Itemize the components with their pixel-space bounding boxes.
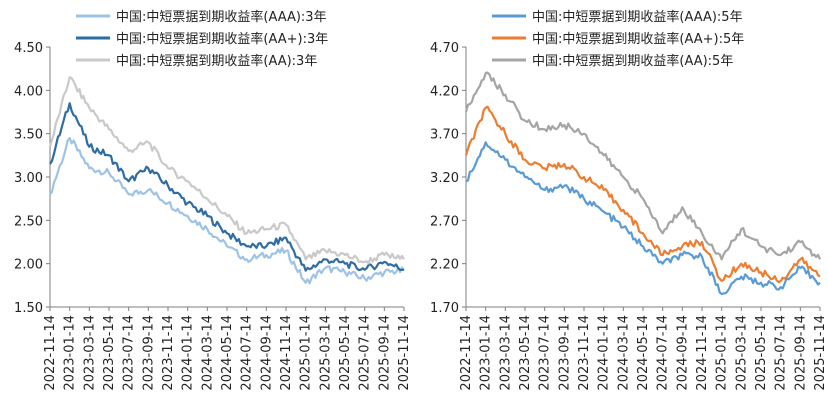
legend-label: 中国:中短票据到期收益率(AA):3年: [116, 53, 317, 69]
x-tick-label: 2022-11-14: [43, 315, 58, 391]
y-tick-label: 2.50: [14, 214, 43, 229]
x-tick-label: 2025-01-14: [715, 315, 730, 391]
y-tick-label: 2.20: [430, 258, 459, 273]
x-tick-label: 2024-01-14: [597, 315, 612, 391]
x-tick-label: 2024-01-14: [181, 315, 196, 391]
x-tick-label: 2023-09-14: [557, 315, 572, 391]
x-tick-label: 2024-03-14: [200, 315, 215, 391]
x-tick-label: 2023-01-14: [479, 315, 494, 391]
y-tick-label: 4.50: [14, 41, 43, 56]
x-tick-label: 2025-11-14: [813, 315, 828, 391]
x-tick-label: 2025-11-14: [397, 315, 412, 391]
x-tick-label: 2024-11-14: [279, 315, 294, 391]
x-tick-label: 2023-07-14: [538, 315, 553, 391]
y-tick-label: 4.70: [430, 41, 459, 56]
y-tick-label: 1.50: [14, 301, 43, 316]
x-tick-label: 2025-05-14: [338, 315, 353, 391]
x-tick-label: 2025-03-14: [318, 315, 333, 391]
x-tick-label: 2023-09-14: [141, 315, 156, 391]
x-tick-label: 2025-01-14: [299, 315, 314, 391]
series-line-2: [49, 102, 405, 272]
x-tick-label: 2024-09-14: [675, 315, 690, 391]
y-tick-label: 2.70: [430, 214, 459, 229]
series-line-1: [49, 136, 405, 285]
legend-label: 中国:中短票据到期收益率(AA):5年: [532, 53, 733, 69]
x-tick-label: 2025-07-14: [774, 315, 789, 391]
series-line-3: [48, 76, 405, 265]
x-tick-label: 2023-11-14: [161, 315, 176, 391]
y-tick-label: 1.70: [430, 301, 459, 316]
legend-label: 中国:中短票据到期收益率(AA+):5年: [532, 31, 744, 47]
legend-label: 中国:中短票据到期收益率(AA+):3年: [116, 31, 328, 47]
x-tick-label: 2023-01-14: [63, 315, 78, 391]
y-tick-label: 3.00: [14, 171, 43, 186]
legend-label: 中国:中短票据到期收益率(AAA):5年: [532, 9, 743, 25]
x-tick-label: 2025-09-14: [377, 315, 392, 391]
y-tick-label: 3.70: [430, 128, 459, 143]
y-tick-label: 2.00: [14, 258, 43, 273]
x-tick-label: 2024-03-14: [616, 315, 631, 391]
x-tick-label: 2023-07-14: [122, 315, 137, 391]
y-tick-label: 4.20: [430, 84, 459, 99]
x-tick-label: 2024-05-14: [636, 315, 651, 391]
x-tick-label: 2023-03-14: [498, 315, 513, 391]
series-line-1: [465, 141, 821, 296]
x-tick-label: 2024-09-14: [259, 315, 274, 391]
x-tick-label: 2025-09-14: [793, 315, 808, 391]
x-tick-label: 2025-03-14: [734, 315, 749, 391]
x-tick-label: 2025-07-14: [358, 315, 373, 391]
x-tick-label: 2025-05-14: [754, 315, 769, 391]
y-tick-label: 4.00: [14, 84, 43, 99]
x-tick-label: 2024-07-14: [240, 315, 255, 391]
x-tick-label: 2022-11-14: [459, 315, 474, 391]
x-tick-label: 2023-03-14: [82, 315, 97, 391]
x-tick-label: 2023-11-14: [577, 315, 592, 391]
legend-label: 中国:中短票据到期收益率(AAA):3年: [116, 9, 327, 25]
y-tick-label: 3.20: [430, 171, 459, 186]
series-line-2: [464, 105, 821, 284]
x-tick-label: 2024-11-14: [695, 315, 710, 391]
series-line-3: [464, 71, 822, 261]
y-tick-label: 3.50: [14, 128, 43, 143]
x-tick-label: 2023-05-14: [102, 315, 117, 391]
x-tick-label: 2024-07-14: [656, 315, 671, 391]
x-tick-label: 2024-05-14: [220, 315, 235, 391]
x-tick-label: 2023-05-14: [518, 315, 533, 391]
